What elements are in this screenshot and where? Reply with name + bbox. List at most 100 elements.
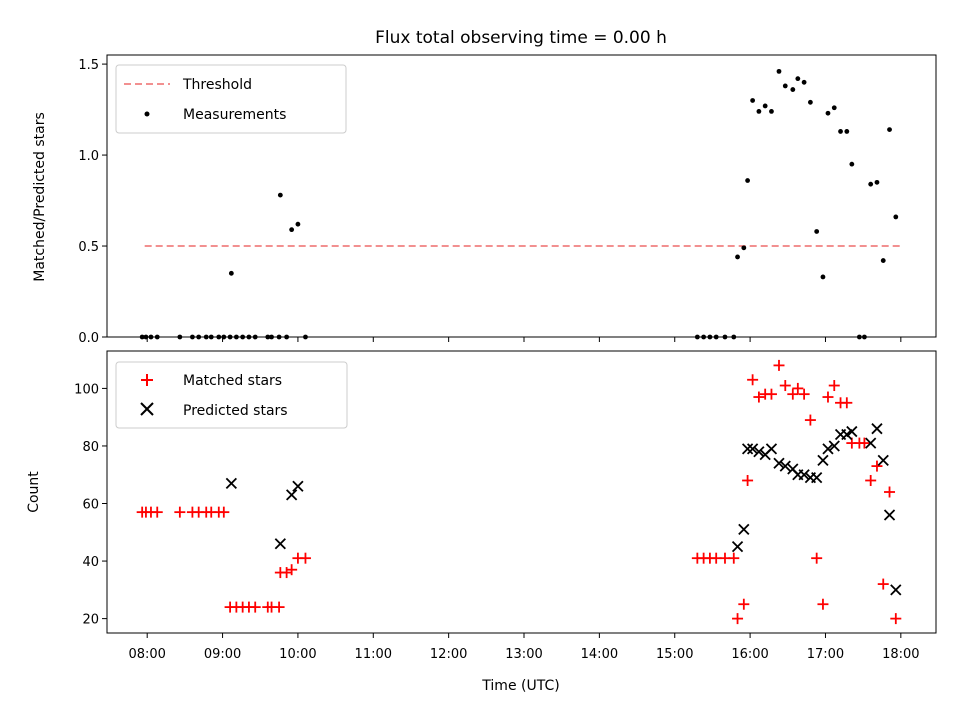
matched-star-point (738, 598, 750, 610)
matched-star-point (884, 486, 896, 498)
measurement-point (874, 179, 880, 185)
matched-star-point (753, 391, 765, 403)
matched-star-point (817, 598, 829, 610)
predicted-star-point (773, 457, 785, 469)
matched-star-point (792, 382, 804, 394)
x-axis-label: Time (UTC) (481, 678, 559, 694)
predicted-star-point (798, 469, 810, 481)
measurement-point (825, 110, 831, 116)
chart-title: Flux total observing time = 0.00 h (375, 28, 667, 48)
matched-star-point (299, 552, 311, 564)
x-tick-label: 11:00 (355, 647, 392, 662)
measurement-point (849, 161, 855, 167)
top-y-tick-label: 1.0 (78, 149, 99, 164)
measurement-point (820, 274, 826, 280)
measurement-point (289, 227, 295, 233)
measurement-point (745, 178, 750, 183)
matched-star-point (858, 437, 870, 449)
x-tick-label: 10:00 (279, 647, 316, 662)
measurement-point (807, 99, 813, 105)
matched-star-point (865, 474, 877, 486)
matched-star-point (728, 552, 740, 564)
legend-matched-label: Matched stars (183, 373, 282, 389)
measurement-point (838, 129, 843, 134)
predicted-star-point (822, 443, 834, 455)
top-x-ticks (146, 337, 902, 342)
bottom-legend-box (115, 361, 348, 429)
measurement-point (814, 229, 820, 234)
legend-measurements-label: Measurements (183, 107, 286, 123)
bottom-y-ticks: 20 40 60 80 100 (74, 382, 107, 628)
x-tick-label: 09:00 (204, 647, 241, 662)
matched-star-point (871, 460, 883, 472)
x-tick-label: 17:00 (807, 647, 844, 662)
matched-star-point (787, 388, 799, 400)
bottom-legend: Matched stars Predicted stars (115, 361, 348, 429)
legend-threshold-label: Threshold (182, 77, 252, 93)
measurement-point (887, 127, 892, 132)
predicted-star-point (871, 423, 883, 435)
matched-points (136, 359, 902, 625)
matched-star-point (822, 391, 834, 403)
legend-matched-swatch (141, 374, 153, 386)
predicted-star-point (865, 437, 877, 449)
matched-star-point (151, 506, 163, 518)
matched-star-point (742, 474, 754, 486)
x-tick-label: 13:00 (505, 647, 542, 662)
bottom-y-tick-label: 100 (74, 382, 99, 397)
top-y-tick-label: 1.5 (78, 58, 99, 73)
matched-star-point (732, 613, 744, 625)
predicted-star-point (731, 541, 744, 553)
predicted-star-point (274, 538, 286, 550)
predicted-star-point (225, 477, 237, 490)
bottom-y-tick-label: 40 (82, 555, 99, 570)
predicted-star-point (738, 523, 750, 536)
measurement-point (790, 87, 796, 92)
matched-star-point (286, 564, 298, 576)
measurement-point (782, 83, 788, 89)
measurement-point (801, 79, 807, 85)
x-tick-label: 15:00 (656, 647, 693, 662)
measurement-point (831, 105, 837, 111)
matched-star-point (877, 578, 889, 590)
measurement-point (750, 98, 756, 103)
matched-star-point (765, 388, 777, 400)
bottom-y-axis-label: Count (26, 471, 42, 513)
matched-star-point (779, 380, 791, 392)
predicted-star-point (877, 454, 889, 466)
predicted-points (225, 423, 902, 596)
x-tick-label: 12:00 (430, 647, 467, 662)
predicted-star-point (883, 509, 896, 521)
legend-predicted-swatch (140, 402, 154, 416)
matched-star-point (804, 414, 816, 426)
measurement-point (795, 76, 801, 82)
measurement-point (762, 103, 768, 109)
top-y-tick-label: 0.5 (78, 240, 99, 255)
predicted-star-point (765, 443, 778, 455)
matched-star-point (841, 397, 853, 409)
x-tick-label: 08:00 (128, 647, 165, 662)
top-plot-frame (106, 54, 937, 338)
bottom-x-ticks: 08:00 09:00 10:00 11:00 12:00 13:00 14:00 15:00… (128, 633, 920, 662)
measurement-point (868, 181, 874, 187)
top-plot: 0.0 0.5 1.0 1.5 Matched/Predicted stars Thr… (32, 54, 937, 346)
predicted-star-point (779, 460, 791, 472)
predicted-star-point (890, 584, 902, 596)
top-legend-box (115, 64, 347, 134)
measurement-point (735, 254, 740, 260)
bottom-y-tick-label: 60 (82, 498, 99, 513)
x-tick-label: 18:00 (882, 647, 919, 662)
predicted-star-point (741, 443, 754, 455)
matched-star-point (249, 601, 261, 613)
matched-star-point (273, 601, 285, 613)
bottom-plot: 20 40 60 80 100 08:00 09:00 10:00 11:00 12:00 13:… (26, 350, 937, 694)
measurement-point (844, 129, 850, 134)
matched-star-point (747, 374, 759, 386)
predicted-star-point (753, 446, 765, 458)
top-y-ticks: 0.0 0.5 1.0 1.5 (78, 58, 107, 346)
bottom-y-tick-label: 80 (82, 440, 99, 455)
predicted-star-point (286, 489, 298, 501)
predicted-star-point (292, 480, 304, 492)
legend-predicted-label: Predicted stars (183, 403, 288, 419)
